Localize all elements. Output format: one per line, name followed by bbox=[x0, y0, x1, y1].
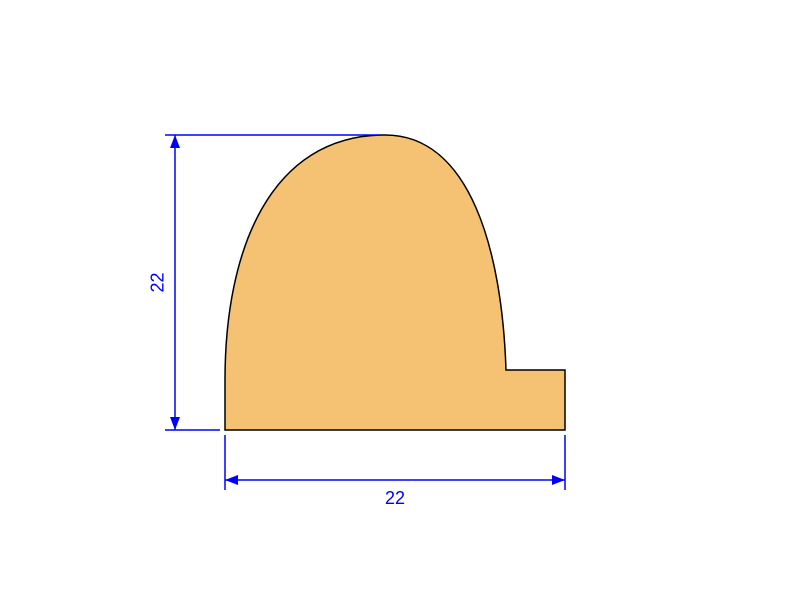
technical-drawing-canvas bbox=[0, 0, 800, 600]
h-arrow-left bbox=[225, 475, 238, 485]
v-arrow-bottom bbox=[170, 417, 180, 430]
profile-shape bbox=[225, 135, 565, 430]
h-dim-label: 22 bbox=[385, 488, 405, 509]
v-arrow-top bbox=[170, 135, 180, 148]
h-arrow-right bbox=[552, 475, 565, 485]
v-dim-label: 22 bbox=[148, 272, 169, 292]
